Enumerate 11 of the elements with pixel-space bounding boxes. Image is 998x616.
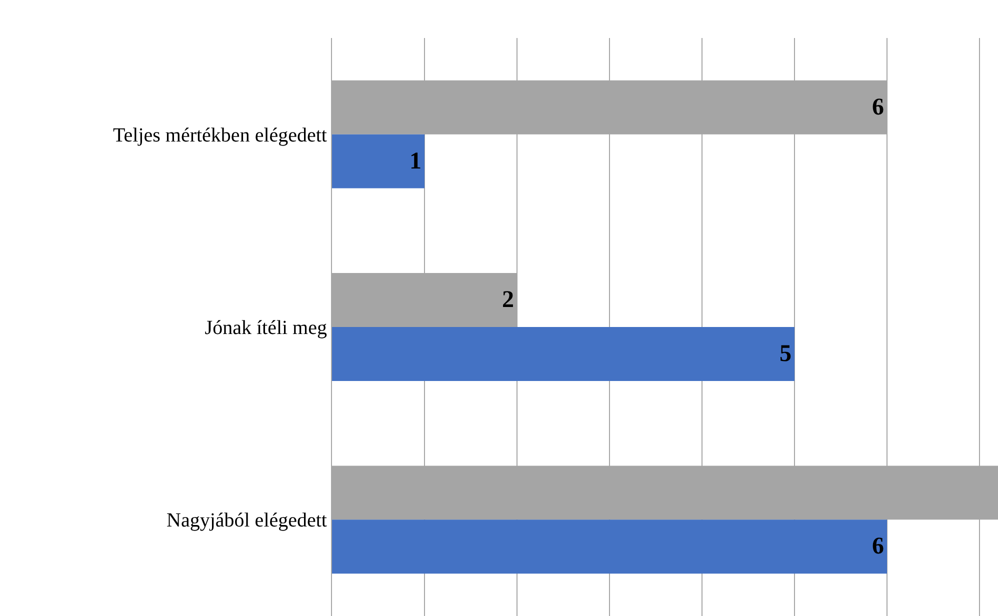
bar bbox=[332, 520, 887, 574]
bar bbox=[332, 134, 424, 188]
data-label: 1 bbox=[410, 148, 422, 174]
y-tick-label: Nagyjából elégedett bbox=[166, 510, 328, 532]
data-label: 5 bbox=[780, 340, 792, 367]
data-label: 6 bbox=[872, 534, 884, 560]
y-tick-label: Jónak ítéli meg bbox=[204, 317, 327, 339]
data-label: 2 bbox=[502, 287, 514, 314]
data-label: 6 bbox=[872, 94, 884, 120]
y-tick-label: Teljes mértékben elégedett bbox=[112, 124, 328, 146]
bar bbox=[332, 327, 794, 381]
